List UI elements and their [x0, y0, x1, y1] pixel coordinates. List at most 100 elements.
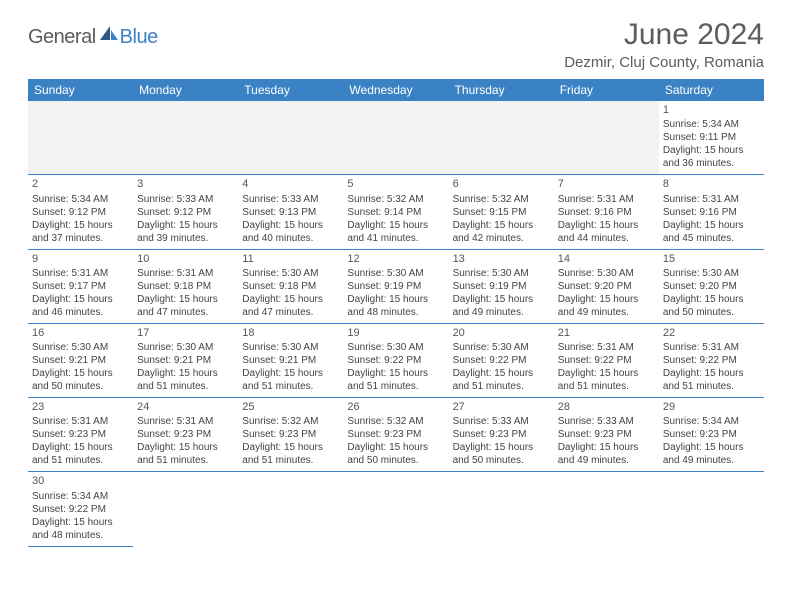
- calendar-cell-blank: [343, 101, 448, 175]
- daylight-line: Daylight: 15 hours: [137, 293, 234, 306]
- sunrise-line: Sunrise: 5:30 AM: [137, 341, 234, 354]
- calendar-body: 1Sunrise: 5:34 AMSunset: 9:11 PMDaylight…: [28, 101, 764, 546]
- calendar-cell: 27Sunrise: 5:33 AMSunset: 9:23 PMDayligh…: [449, 398, 554, 472]
- sunrise-line: Sunrise: 5:31 AM: [32, 267, 129, 280]
- calendar-cell: 1Sunrise: 5:34 AMSunset: 9:11 PMDaylight…: [659, 101, 764, 175]
- daylight-line: and 36 minutes.: [663, 157, 760, 170]
- daylight-line: and 51 minutes.: [453, 380, 550, 393]
- calendar-cell: 24Sunrise: 5:31 AMSunset: 9:23 PMDayligh…: [133, 398, 238, 472]
- daylight-line: and 51 minutes.: [347, 380, 444, 393]
- day-number: 19: [347, 326, 444, 340]
- daylight-line: and 47 minutes.: [242, 306, 339, 319]
- day-number: 23: [32, 400, 129, 414]
- header: General Blue June 2024 Dezmir, Cluj Coun…: [28, 18, 764, 71]
- calendar-cell: 22Sunrise: 5:31 AMSunset: 9:22 PMDayligh…: [659, 323, 764, 397]
- sunset-line: Sunset: 9:23 PM: [663, 428, 760, 441]
- sunset-line: Sunset: 9:21 PM: [137, 354, 234, 367]
- calendar-cell: 2Sunrise: 5:34 AMSunset: 9:12 PMDaylight…: [28, 175, 133, 249]
- calendar-cell: 26Sunrise: 5:32 AMSunset: 9:23 PMDayligh…: [343, 398, 448, 472]
- day-number: 30: [32, 474, 129, 488]
- sunset-line: Sunset: 9:23 PM: [242, 428, 339, 441]
- sunrise-line: Sunrise: 5:31 AM: [137, 267, 234, 280]
- sunrise-line: Sunrise: 5:34 AM: [663, 415, 760, 428]
- sunrise-line: Sunrise: 5:34 AM: [32, 490, 129, 503]
- calendar-cell: 19Sunrise: 5:30 AMSunset: 9:22 PMDayligh…: [343, 323, 448, 397]
- daylight-line: and 51 minutes.: [137, 454, 234, 467]
- sunrise-line: Sunrise: 5:30 AM: [453, 341, 550, 354]
- calendar-cell: 4Sunrise: 5:33 AMSunset: 9:13 PMDaylight…: [238, 175, 343, 249]
- day-number: 29: [663, 400, 760, 414]
- daylight-line: Daylight: 15 hours: [32, 219, 129, 232]
- daylight-line: and 39 minutes.: [137, 232, 234, 245]
- calendar-cell: 10Sunrise: 5:31 AMSunset: 9:18 PMDayligh…: [133, 249, 238, 323]
- daylight-line: and 50 minutes.: [663, 306, 760, 319]
- logo-sail-icon: [100, 24, 118, 40]
- daylight-line: and 49 minutes.: [558, 454, 655, 467]
- calendar-cell: 13Sunrise: 5:30 AMSunset: 9:19 PMDayligh…: [449, 249, 554, 323]
- day-number: 25: [242, 400, 339, 414]
- day-number: 26: [347, 400, 444, 414]
- daylight-line: Daylight: 15 hours: [663, 367, 760, 380]
- sunset-line: Sunset: 9:23 PM: [558, 428, 655, 441]
- calendar-cell: 21Sunrise: 5:31 AMSunset: 9:22 PMDayligh…: [554, 323, 659, 397]
- daylight-line: Daylight: 15 hours: [242, 441, 339, 454]
- calendar-cell: 12Sunrise: 5:30 AMSunset: 9:19 PMDayligh…: [343, 249, 448, 323]
- day-number: 13: [453, 252, 550, 266]
- daylight-line: and 42 minutes.: [453, 232, 550, 245]
- sunrise-line: Sunrise: 5:30 AM: [558, 267, 655, 280]
- daylight-line: and 50 minutes.: [32, 380, 129, 393]
- calendar-row: 9Sunrise: 5:31 AMSunset: 9:17 PMDaylight…: [28, 249, 764, 323]
- calendar-cell: 15Sunrise: 5:30 AMSunset: 9:20 PMDayligh…: [659, 249, 764, 323]
- calendar-cell-blank: [449, 101, 554, 175]
- daylight-line: and 49 minutes.: [453, 306, 550, 319]
- sunrise-line: Sunrise: 5:30 AM: [242, 341, 339, 354]
- sunset-line: Sunset: 9:19 PM: [453, 280, 550, 293]
- sunrise-line: Sunrise: 5:31 AM: [663, 193, 760, 206]
- calendar-cell: 9Sunrise: 5:31 AMSunset: 9:17 PMDaylight…: [28, 249, 133, 323]
- sunset-line: Sunset: 9:21 PM: [242, 354, 339, 367]
- weekday-header: Friday: [554, 79, 659, 101]
- sunrise-line: Sunrise: 5:31 AM: [663, 341, 760, 354]
- day-number: 2: [32, 177, 129, 191]
- sunset-line: Sunset: 9:17 PM: [32, 280, 129, 293]
- sunset-line: Sunset: 9:22 PM: [347, 354, 444, 367]
- logo-text-blue: Blue: [120, 26, 158, 49]
- daylight-line: Daylight: 15 hours: [242, 367, 339, 380]
- logo-text-general: General: [28, 26, 96, 49]
- sunset-line: Sunset: 9:20 PM: [558, 280, 655, 293]
- calendar-cell-empty: [238, 472, 343, 546]
- sunset-line: Sunset: 9:22 PM: [558, 354, 655, 367]
- daylight-line: Daylight: 15 hours: [137, 367, 234, 380]
- daylight-line: Daylight: 15 hours: [347, 367, 444, 380]
- calendar-row: 30Sunrise: 5:34 AMSunset: 9:22 PMDayligh…: [28, 472, 764, 546]
- daylight-line: Daylight: 15 hours: [137, 441, 234, 454]
- calendar-cell: 3Sunrise: 5:33 AMSunset: 9:12 PMDaylight…: [133, 175, 238, 249]
- daylight-line: and 51 minutes.: [242, 380, 339, 393]
- day-number: 5: [347, 177, 444, 191]
- sunrise-line: Sunrise: 5:31 AM: [558, 193, 655, 206]
- sunset-line: Sunset: 9:15 PM: [453, 206, 550, 219]
- sunset-line: Sunset: 9:12 PM: [32, 206, 129, 219]
- calendar-cell-empty: [343, 472, 448, 546]
- month-title: June 2024: [564, 18, 764, 52]
- daylight-line: and 44 minutes.: [558, 232, 655, 245]
- calendar-cell: 30Sunrise: 5:34 AMSunset: 9:22 PMDayligh…: [28, 472, 133, 546]
- sunset-line: Sunset: 9:23 PM: [137, 428, 234, 441]
- daylight-line: and 49 minutes.: [663, 454, 760, 467]
- calendar-cell: 28Sunrise: 5:33 AMSunset: 9:23 PMDayligh…: [554, 398, 659, 472]
- daylight-line: Daylight: 15 hours: [663, 144, 760, 157]
- sunrise-line: Sunrise: 5:33 AM: [137, 193, 234, 206]
- calendar-cell: 17Sunrise: 5:30 AMSunset: 9:21 PMDayligh…: [133, 323, 238, 397]
- daylight-line: and 51 minutes.: [242, 454, 339, 467]
- sunrise-line: Sunrise: 5:30 AM: [453, 267, 550, 280]
- daylight-line: Daylight: 15 hours: [242, 293, 339, 306]
- daylight-line: Daylight: 15 hours: [32, 367, 129, 380]
- sunset-line: Sunset: 9:23 PM: [453, 428, 550, 441]
- sunset-line: Sunset: 9:23 PM: [32, 428, 129, 441]
- daylight-line: and 51 minutes.: [663, 380, 760, 393]
- calendar-cell: 7Sunrise: 5:31 AMSunset: 9:16 PMDaylight…: [554, 175, 659, 249]
- sunrise-line: Sunrise: 5:30 AM: [32, 341, 129, 354]
- weekday-header: Wednesday: [343, 79, 448, 101]
- sunset-line: Sunset: 9:16 PM: [663, 206, 760, 219]
- calendar-cell: 20Sunrise: 5:30 AMSunset: 9:22 PMDayligh…: [449, 323, 554, 397]
